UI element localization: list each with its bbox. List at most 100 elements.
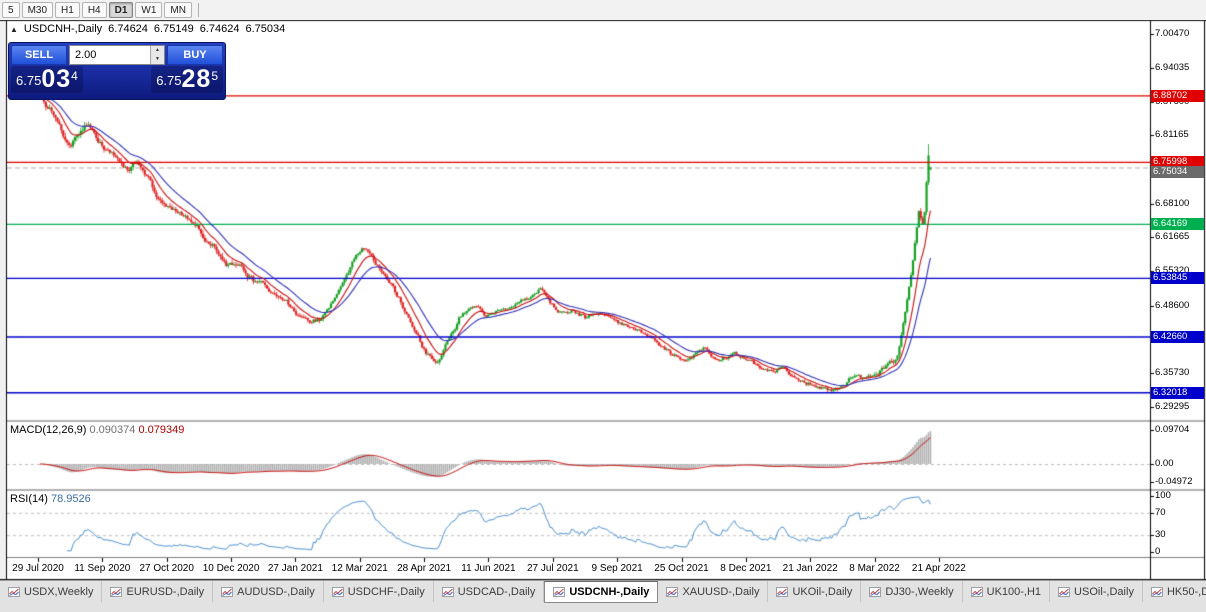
- timeframe-w1[interactable]: W1: [135, 2, 163, 18]
- sell-price-prefix: 6.75: [16, 73, 42, 88]
- price-axis-label: 7.00470: [1155, 28, 1190, 40]
- rsi-axis-label: 30: [1155, 529, 1166, 541]
- chart-tab-usdcad[interactable]: USDCAD-,Daily: [434, 581, 545, 602]
- chart-tab-hk50[interactable]: HK50-,Daily: [1143, 581, 1206, 602]
- chart-tab-label: DJ30-,Weekly: [885, 585, 954, 598]
- date-axis-label: 8 Dec 2021: [720, 563, 772, 574]
- rsi-title-text: RSI(14): [10, 493, 48, 505]
- chart-tab-usdcnh[interactable]: USDCNH-,Daily: [544, 581, 659, 603]
- price-level-box: 6.53845: [1151, 272, 1204, 285]
- macd-signal-value: 0.079349: [138, 424, 185, 436]
- chart-tab-eurusd[interactable]: EURUSD-,Daily: [102, 581, 214, 602]
- buy-price[interactable]: 6.75 28 5: [151, 66, 223, 93]
- chart-tab-icon: [441, 586, 454, 597]
- sell-button[interactable]: SELL: [11, 45, 67, 65]
- date-axis-label: 25 Oct 2021: [654, 563, 709, 574]
- toolbar-separator: [197, 3, 199, 17]
- date-axis-label: 8 Mar 2022: [849, 563, 900, 574]
- date-axis-label: 27 Jul 2021: [526, 563, 579, 574]
- ohlc-close: 6.75034: [245, 23, 286, 35]
- macd-indicator-label: MACD(12,26,9) 0.090374 0.079349: [10, 424, 184, 436]
- chart-tab-ukoil[interactable]: UKOil-,Daily: [768, 581, 862, 602]
- macd-axis-label: 0.00: [1155, 458, 1174, 469]
- chart-tab-label: AUDUSD-,Daily: [237, 585, 315, 598]
- date-axis-label: 11 Sep 2020: [74, 563, 131, 574]
- price-level-box: 6.32018: [1151, 386, 1204, 399]
- chart-tab-icon: [8, 586, 20, 597]
- chart-tab-label: USOil-,Daily: [1074, 585, 1134, 598]
- chart-tab-icon: [1058, 586, 1071, 597]
- chart-tab-label: EURUSD-,Daily: [126, 585, 205, 598]
- price-axis-label: 6.61665: [1155, 231, 1190, 243]
- chart-tab-icon: [331, 586, 344, 597]
- chart-tab-dj30[interactable]: DJ30-,Weekly: [861, 581, 963, 602]
- timeframe-toolbar: 5 M30 H1 H4 D1 W1 MN: [0, 0, 1206, 20]
- one-click-collapse-icon[interactable]: ▲: [10, 24, 18, 34]
- price-level-box: 6.88702: [1151, 89, 1204, 102]
- buy-price-prefix: 6.75: [156, 73, 182, 88]
- price-level-box: 6.42660: [1151, 330, 1204, 343]
- chart-tab-icon: [221, 586, 234, 597]
- volume-value[interactable]: 2.00: [75, 49, 97, 61]
- chart-tab-icon: [666, 586, 679, 597]
- date-axis-label: 27 Oct 2020: [139, 563, 194, 574]
- chart-tab-usdchf[interactable]: USDCHF-,Daily: [324, 581, 434, 602]
- date-axis-label: 9 Sep 2021: [591, 563, 643, 574]
- timeframe-m30[interactable]: M30: [21, 2, 54, 18]
- bid-price-box: 6.75034: [1151, 166, 1204, 179]
- chart-tab-audusd[interactable]: AUDUSD-,Daily: [213, 581, 324, 602]
- chart-tab-icon: [869, 586, 882, 597]
- price-axis-label: 6.29295: [1155, 400, 1190, 412]
- chart-tabs-bar: USDX,Weekly EURUSD-,Daily AUDUSD-,Daily USD…: [0, 580, 1206, 612]
- date-axis-label: 28 Apr 2021: [397, 563, 452, 574]
- volume-spinner: ▲ ▼: [150, 46, 164, 64]
- chart-tab-icon: [776, 586, 789, 597]
- buy-button[interactable]: BUY: [167, 45, 223, 65]
- rsi-axis-label: 100: [1155, 490, 1171, 501]
- chart-symbol-label: USDCNH-,Daily: [23, 23, 103, 35]
- volume-field[interactable]: 2.00 ▲ ▼: [69, 45, 165, 65]
- chart-tab-label: USDCNH-,Daily: [569, 586, 650, 598]
- sell-price[interactable]: 6.75 03 4: [11, 66, 83, 93]
- ohlc-low: 6.74624: [199, 23, 240, 35]
- rsi-axis-label: 0: [1155, 546, 1161, 557]
- rsi-axis-label: 70: [1155, 506, 1166, 518]
- price-axis-label: 6.48600: [1155, 299, 1190, 311]
- chart-tab-xauusd[interactable]: XAUUSD-,Daily: [658, 581, 769, 602]
- sell-price-main: 03: [41, 65, 72, 93]
- timeframe-h1[interactable]: H1: [55, 2, 80, 18]
- volume-increase-icon[interactable]: ▲: [151, 46, 164, 55]
- rsi-indicator-label: RSI(14) 78.9526: [10, 493, 91, 505]
- price-axis-label: 6.81165: [1155, 129, 1189, 141]
- date-axis-label: 29 Jul 2020: [12, 563, 64, 574]
- time-axis[interactable]: 29 Jul 2020 11 Sep 2020 27 Oct 2020 10 Dec …: [0, 0, 1150, 612]
- timeframe-mn[interactable]: MN: [164, 2, 192, 18]
- chart-info-line: ▲ USDCNH-,Daily 6.74624 6.75149 6.74624 …: [10, 23, 285, 35]
- sell-price-pip: 4: [71, 69, 78, 83]
- chart-tab-usdx[interactable]: USDX,Weekly: [0, 581, 103, 602]
- macd-title-text: MACD(12,26,9): [10, 424, 87, 436]
- price-axis-label: 6.55320: [1155, 264, 1190, 276]
- chart-tab-label: UKOil-,Daily: [792, 585, 853, 598]
- chart-tab-icon: [553, 587, 566, 597]
- price-axis[interactable]: 7.004706.940356.876006.811656.681006.616…: [1151, 0, 1206, 612]
- date-axis-label: 10 Dec 2020: [202, 563, 260, 574]
- timeframe-d1[interactable]: D1: [108, 2, 134, 18]
- chart-tab-usoil[interactable]: USOil-,Daily: [1050, 581, 1143, 602]
- ohlc-open: 6.74624: [108, 23, 148, 35]
- price-level-box: 6.64169: [1151, 218, 1204, 231]
- timeframe-h4[interactable]: H4: [81, 2, 107, 18]
- chart-tab-label: HK50-,Daily: [1166, 585, 1206, 598]
- price-axis-label: 6.94035: [1155, 61, 1190, 73]
- macd-axis-label: 0.09704: [1155, 423, 1190, 435]
- date-axis-label: 21 Apr 2022: [911, 563, 966, 574]
- chart-tab-label: UK100-,H1: [986, 585, 1042, 598]
- timeframe-5[interactable]: 5: [2, 2, 20, 18]
- chart-tab-uk100[interactable]: UK100-,H1: [963, 581, 1051, 602]
- volume-decrease-icon[interactable]: ▼: [151, 55, 164, 64]
- chart-tab-label: USDX,Weekly: [24, 585, 94, 598]
- ohlc-high: 6.75149: [153, 23, 194, 35]
- one-click-trading-panel: SELL 2.00 ▲ ▼ BUY 6.75 03 4 6.75 28 5: [8, 42, 226, 100]
